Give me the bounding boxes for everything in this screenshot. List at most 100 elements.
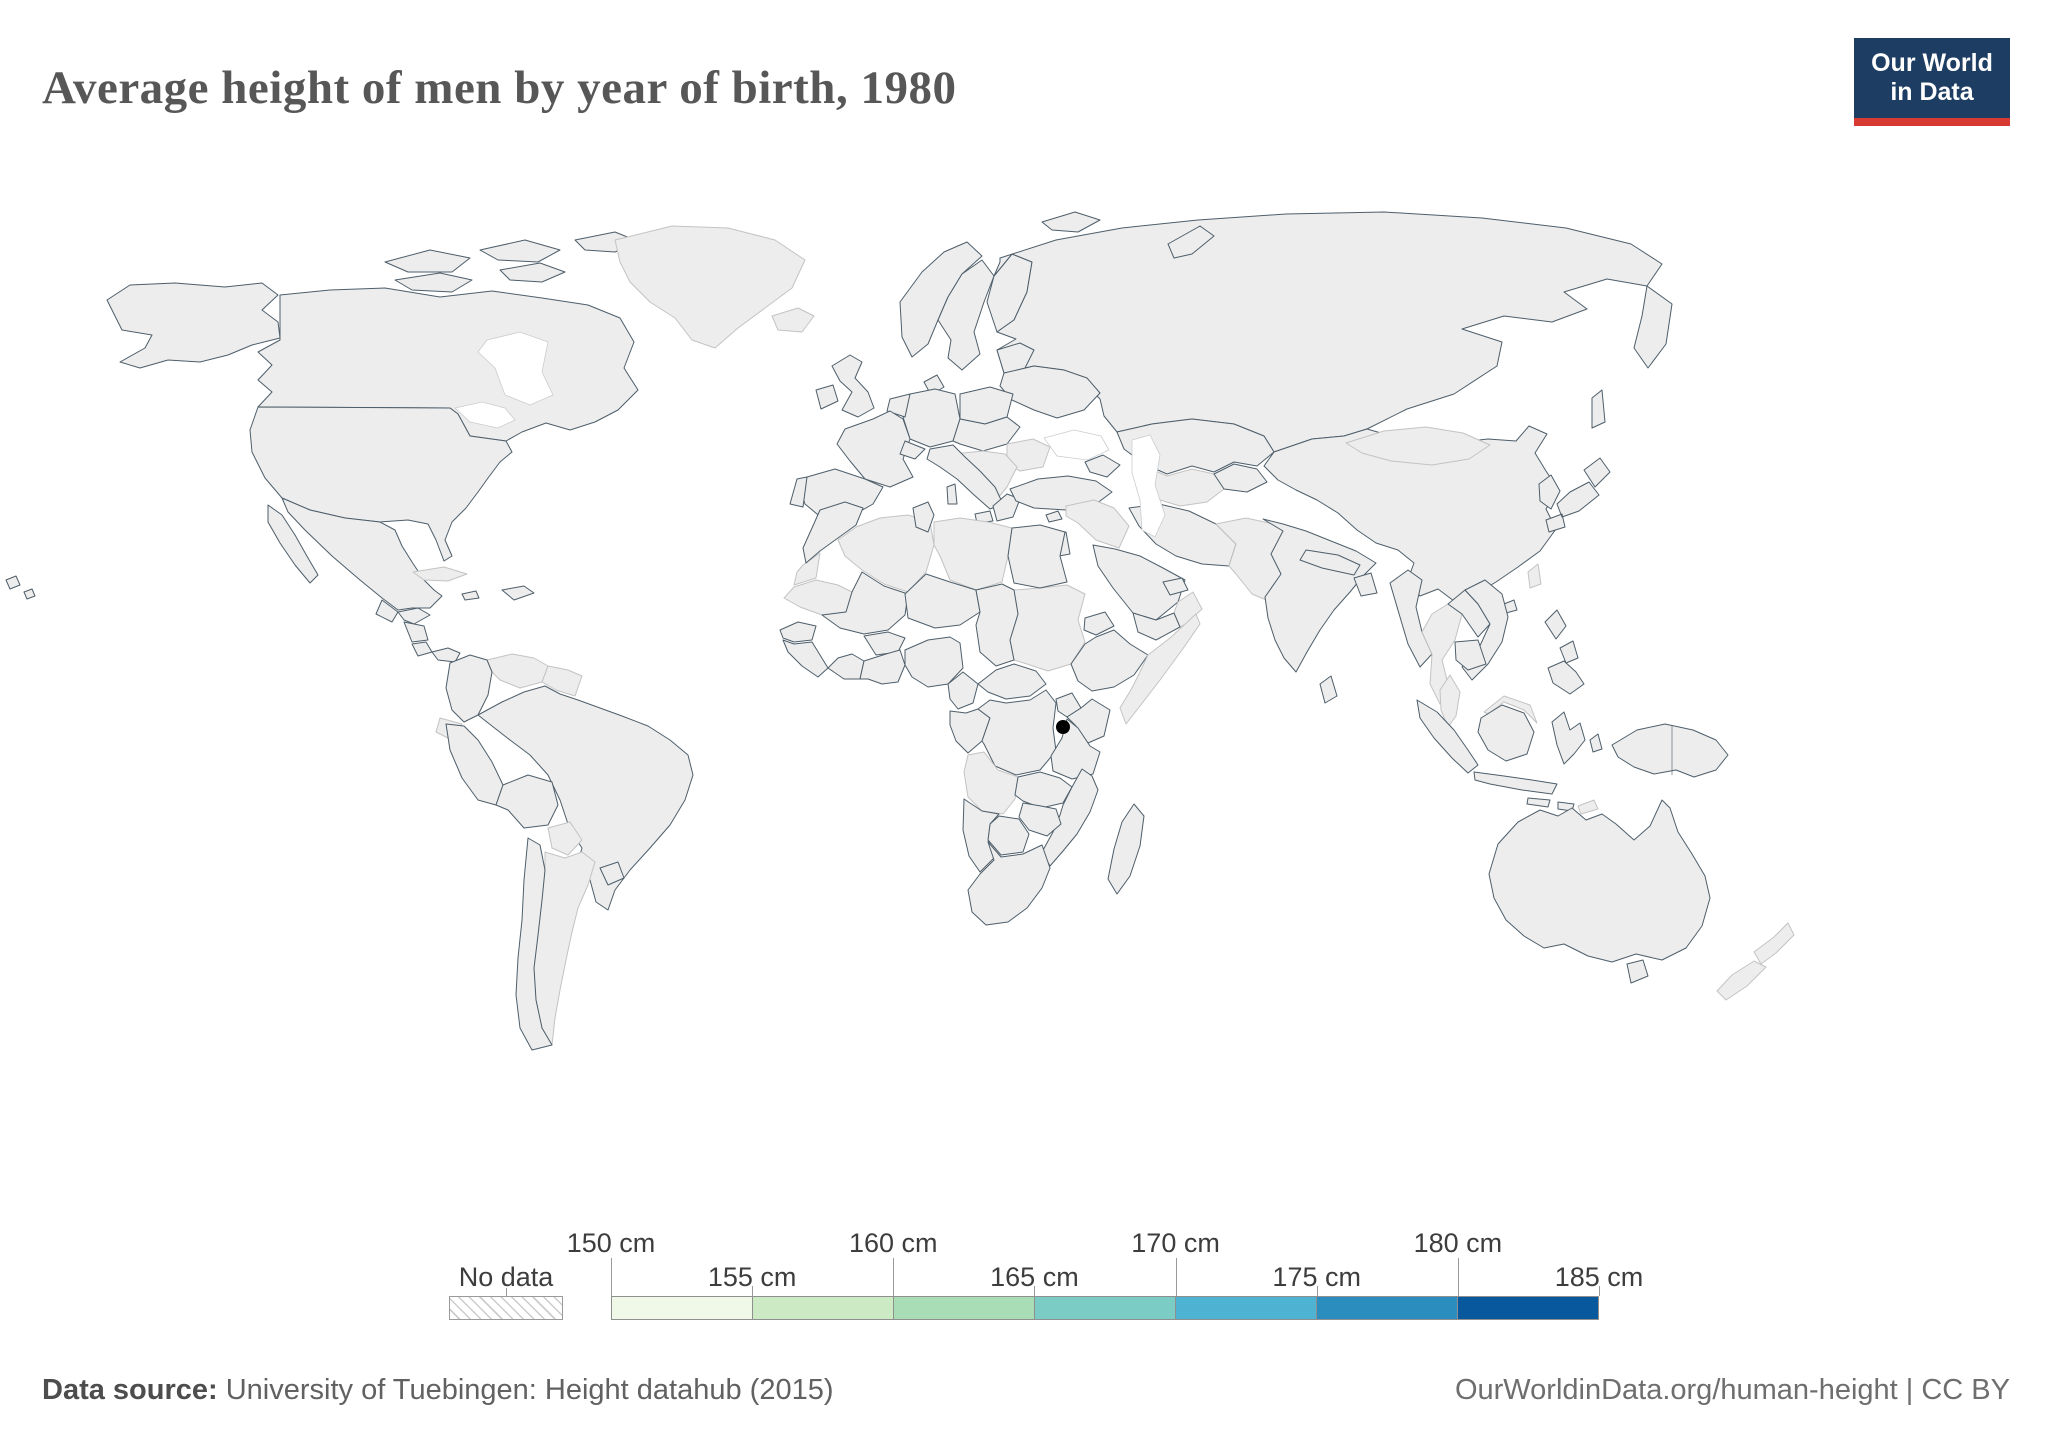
country-western-sahara[interactable] — [793, 552, 821, 586]
country-colombia[interactable] — [445, 654, 493, 723]
country-central-african-republic[interactable] — [977, 663, 1047, 700]
country-senegal[interactable] — [779, 621, 817, 643]
country-uae[interactable] — [1162, 577, 1189, 596]
country-venezuela[interactable] — [486, 653, 549, 689]
country-japan[interactable] — [1545, 457, 1611, 533]
country-benelux[interactable] — [886, 393, 911, 418]
country-cuba[interactable] — [412, 566, 468, 582]
country-mexico[interactable] — [267, 497, 443, 611]
country-egypt[interactable] — [1007, 524, 1068, 589]
water-caspian-sea — [1131, 434, 1166, 538]
country-kenya[interactable] — [1066, 698, 1111, 744]
footer-source-label: Data source: — [42, 1374, 218, 1406]
country-taiwan[interactable] — [1527, 563, 1542, 589]
country-timor[interactable] — [1577, 799, 1599, 815]
country-sumatra[interactable] — [1416, 699, 1479, 774]
country-russia[interactable] — [993, 211, 1673, 453]
country-uruguay[interactable] — [599, 861, 625, 886]
country-somalia[interactable] — [1119, 613, 1201, 725]
country-madagascar[interactable] — [1107, 803, 1145, 895]
country-honduras[interactable] — [397, 607, 431, 625]
legend-no-data-swatch[interactable] — [449, 1296, 563, 1320]
country-greenland[interactable] — [614, 225, 806, 349]
legend-bin-5[interactable] — [1317, 1297, 1458, 1319]
country-thailand[interactable] — [1421, 603, 1463, 705]
country-chile[interactable] — [515, 837, 553, 1051]
country-syria-iraq[interactable] — [1065, 499, 1130, 549]
country-peru[interactable] — [445, 723, 504, 806]
country-congo-gabon[interactable] — [949, 708, 991, 754]
country-angola[interactable] — [963, 751, 1019, 815]
country-guatemala[interactable] — [375, 599, 399, 623]
country-greece[interactable] — [992, 493, 1021, 522]
country-sulawesi[interactable] — [1551, 711, 1586, 765]
country-united-states-alaska[interactable] — [106, 282, 281, 369]
country-kyrgyzstan-tajikistan[interactable] — [1213, 463, 1268, 493]
country-malay-peninsula[interactable] — [1439, 674, 1461, 728]
country-switzerland[interactable] — [899, 440, 926, 460]
legend-bin-4[interactable] — [1176, 1297, 1317, 1319]
country-philippines[interactable] — [1544, 609, 1585, 695]
country-sudan[interactable] — [1009, 584, 1086, 672]
country-java[interactable] — [1473, 771, 1558, 795]
legend-bin-1[interactable] — [753, 1297, 894, 1319]
legend-bin-3[interactable] — [1035, 1297, 1176, 1319]
country-panama[interactable] — [431, 647, 461, 663]
country-brazil[interactable] — [477, 685, 694, 911]
country-iceland[interactable] — [771, 307, 815, 333]
country-lesser-sunda[interactable] — [1526, 797, 1575, 812]
country-mozambique-malawi[interactable] — [1041, 768, 1099, 867]
legend-tick — [611, 1258, 612, 1296]
country-united-kingdom[interactable] — [831, 354, 875, 418]
country-bangladesh[interactable] — [1353, 572, 1378, 597]
country-algeria[interactable] — [837, 514, 935, 593]
country-ghana-togo-benin[interactable] — [859, 649, 906, 685]
legend-bin-2[interactable] — [894, 1297, 1035, 1319]
legend-bin-6[interactable] — [1458, 1297, 1598, 1319]
country-guinea-region[interactable] — [782, 639, 829, 678]
country-australia[interactable] — [1488, 799, 1711, 984]
country-paraguay[interactable] — [547, 821, 583, 856]
country-moluccas[interactable] — [1589, 733, 1603, 753]
legend-bin-0[interactable] — [612, 1297, 753, 1319]
country-mongolia[interactable] — [1345, 426, 1491, 466]
world-map[interactable] — [0, 140, 2048, 1220]
country-new-guinea[interactable] — [1611, 723, 1729, 778]
country-portugal[interactable] — [789, 476, 808, 508]
country-zambia[interactable] — [1014, 771, 1073, 809]
country-guianas[interactable] — [541, 665, 583, 697]
country-cambodia[interactable] — [1454, 639, 1487, 671]
country-eritrea[interactable] — [1083, 611, 1115, 636]
country-new-zealand[interactable] — [1716, 922, 1795, 1001]
country-hispaniola[interactable] — [501, 585, 535, 601]
country-ireland[interactable] — [815, 384, 839, 410]
country-jamaica[interactable] — [461, 590, 480, 601]
country-chad[interactable] — [975, 583, 1019, 667]
country-south-africa[interactable] — [967, 841, 1051, 926]
country-cameroon[interactable] — [947, 671, 979, 710]
country-india[interactable] — [1262, 518, 1377, 673]
country-bolivia[interactable] — [495, 774, 559, 829]
country-nigeria[interactable] — [904, 636, 964, 688]
country-germany[interactable] — [902, 388, 961, 448]
country-zimbabwe[interactable] — [1018, 802, 1062, 837]
country-sri-lanka[interactable] — [1319, 675, 1338, 704]
country-tunisia[interactable] — [912, 501, 935, 533]
country-nicaragua[interactable] — [403, 621, 429, 643]
country-korea[interactable] — [1538, 474, 1561, 510]
country-yemen[interactable] — [1132, 612, 1181, 641]
country-sweden[interactable] — [937, 259, 995, 371]
country-france[interactable] — [836, 410, 914, 488]
country-morocco[interactable] — [802, 501, 864, 564]
country-costa-rica[interactable] — [411, 641, 433, 657]
country-borneo-indonesia[interactable] — [1477, 704, 1535, 762]
country-nepal[interactable] — [1299, 549, 1361, 576]
country-caucasus[interactable] — [1084, 454, 1121, 478]
country-libya[interactable] — [933, 517, 1013, 591]
country-dr-congo[interactable] — [977, 689, 1057, 776]
country-baltic-states[interactable] — [996, 342, 1035, 374]
country-ivory-coast[interactable] — [827, 653, 865, 680]
country-cyprus[interactable] — [1045, 510, 1063, 523]
country-burkina-faso[interactable] — [863, 631, 906, 656]
legend-tick — [893, 1258, 895, 1296]
